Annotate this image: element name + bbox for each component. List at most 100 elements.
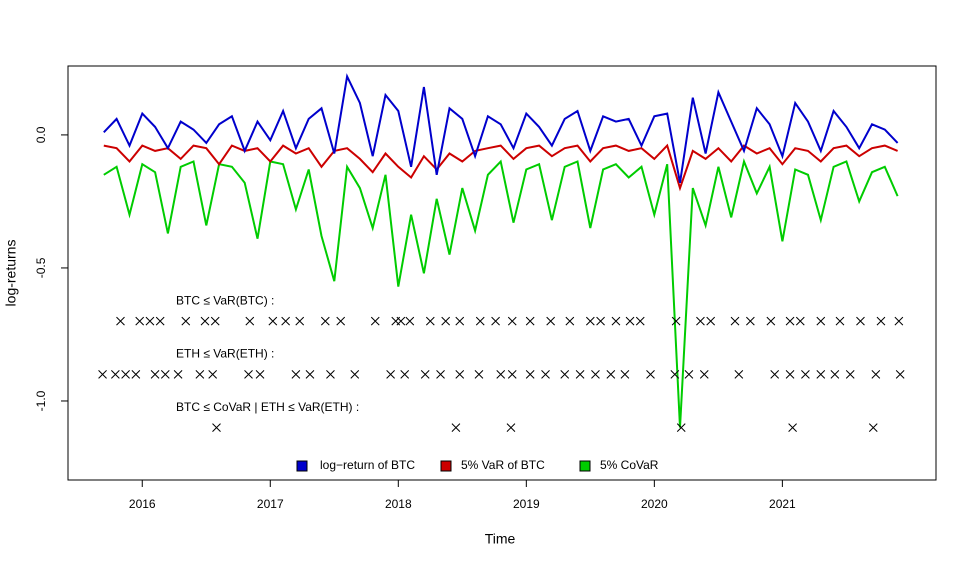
series-line	[103, 158, 899, 428]
y-tick-label: -0.5	[34, 257, 48, 278]
legend-swatch	[579, 460, 591, 472]
exceedance-label: BTC ≤ CoVaR | ETH ≤ VaR(ETH) :	[176, 400, 359, 414]
exceedance-marker	[295, 316, 305, 326]
exceedance-marker	[746, 316, 755, 326]
exceedance-marker	[845, 370, 855, 379]
exceedance-marker	[788, 423, 797, 432]
legend-label: log−return of BTC	[320, 458, 415, 472]
exceedance-marker	[212, 423, 221, 432]
exceedance-marker	[585, 316, 595, 326]
exceedance-marker	[160, 370, 170, 379]
y-axis-label: log-returns	[3, 240, 19, 307]
x-tick-label: 2019	[513, 497, 540, 511]
exceedance-marker	[336, 316, 346, 326]
exceedance-marker	[835, 316, 845, 326]
exceedance-marker	[635, 316, 645, 326]
legend-label: 5% CoVaR	[600, 458, 659, 472]
exceedance-marker	[816, 370, 826, 379]
exceedance-marker	[455, 370, 465, 379]
exceedance-marker	[620, 370, 630, 379]
exceedance-marker	[475, 316, 485, 326]
exceedance-marker	[420, 370, 430, 379]
exceedance-marker	[195, 370, 205, 379]
exceedance-marker	[255, 370, 265, 379]
exceedance-marker	[506, 423, 516, 432]
x-tick-label: 2021	[769, 497, 796, 511]
exceedance-marker	[155, 316, 165, 326]
series-line	[103, 143, 898, 192]
exceedance-marker	[350, 370, 360, 379]
exceedance-marker	[173, 370, 183, 379]
exceedance-label: BTC ≤ VaR(BTC) :	[176, 293, 274, 307]
exceedance-marker	[268, 316, 278, 326]
exceedance-marker	[785, 370, 795, 379]
exceedance-marker	[281, 316, 290, 326]
exceedance-marker	[525, 370, 535, 379]
exceedance-marker	[591, 370, 600, 379]
exceedance-marker	[565, 316, 575, 326]
exceedance-marker	[244, 370, 253, 379]
exceedance-marker	[611, 316, 621, 326]
exceedance-marker	[116, 316, 125, 326]
exceedance-marker	[210, 316, 220, 326]
exceedance-marker	[801, 370, 810, 379]
exceedance-marker	[670, 370, 680, 379]
exceedance-marker	[400, 370, 410, 379]
exceedance-marker	[596, 316, 605, 326]
exceedance-marker	[208, 370, 218, 379]
plot-frame	[67, 65, 937, 481]
exceedance-marker	[370, 316, 380, 326]
legend-swatch	[296, 460, 308, 472]
exceedance-marker	[560, 370, 570, 379]
exceedance-marker	[575, 370, 585, 379]
exceedance-marker	[871, 370, 881, 379]
exceedance-marker	[525, 316, 535, 326]
exceedance-marker	[696, 316, 705, 326]
exceedance-marker	[491, 316, 500, 326]
exceedance-marker	[676, 423, 686, 432]
exceedance-marker	[451, 423, 461, 432]
exceedance-marker	[98, 370, 107, 379]
exceedance-marker	[546, 316, 556, 326]
exceedance-marker	[405, 316, 415, 326]
exceedance-marker	[305, 370, 315, 379]
exceedance-marker	[734, 370, 744, 379]
exceedance-marker	[766, 316, 776, 326]
exceedance-marker	[245, 316, 255, 326]
exceedance-marker	[474, 370, 484, 379]
exceedance-marker	[386, 370, 395, 379]
exceedance-marker	[436, 370, 445, 379]
exceedance-marker	[646, 370, 655, 379]
y-tick-label: 0.0	[34, 126, 48, 143]
x-axis-label: Time	[485, 531, 516, 547]
exceedance-marker	[111, 370, 120, 379]
exceedance-marker	[895, 370, 905, 379]
x-tick-label: 2016	[129, 497, 156, 511]
exceedance-marker	[625, 316, 635, 326]
exceedance-marker	[455, 316, 465, 326]
x-tick-label: 2020	[641, 497, 668, 511]
exceedance-marker	[507, 316, 517, 326]
exceedance-marker	[684, 370, 694, 379]
exceedance-marker	[396, 316, 406, 326]
exceedance-marker	[894, 316, 904, 326]
exceedance-marker	[699, 370, 709, 379]
exceedance-marker	[706, 316, 716, 326]
exceedance-marker	[876, 316, 886, 326]
exceedance-marker	[291, 370, 301, 379]
exceedance-marker	[441, 316, 451, 326]
y-tick-label: -1.0	[34, 390, 48, 411]
exceedance-marker	[856, 316, 865, 326]
exceedance-marker	[868, 423, 878, 432]
exceedance-marker	[150, 370, 160, 379]
legend-label: 5% VaR of BTC	[461, 458, 545, 472]
exceedance-marker	[131, 370, 141, 379]
exceedance-marker	[200, 316, 210, 326]
exceedance-marker	[830, 370, 840, 379]
exceedance-marker	[425, 316, 435, 326]
exceedance-marker	[606, 370, 616, 379]
x-tick-label: 2017	[257, 497, 284, 511]
exceedance-marker	[507, 370, 517, 379]
